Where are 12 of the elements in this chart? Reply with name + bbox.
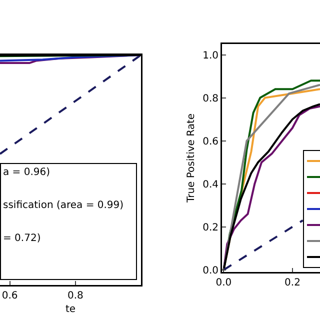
annotation: = 0.72): [3, 233, 41, 245]
y-tick-label: 0.2: [202, 222, 218, 234]
y-tick-label: 0.6: [202, 136, 218, 148]
annotation: ssification (area = 0.99): [3, 200, 124, 212]
annotation: a = 0.96): [3, 167, 50, 179]
y-tick-label: 1.0: [202, 50, 218, 62]
y-axis-title: True Positive Rate: [186, 113, 197, 204]
x-axis-title: te: [65, 304, 76, 315]
legend-box: a = 0.96) ssification (area = 0.99) = 0.72): [0, 163, 137, 280]
y-tick-label: 0.8: [202, 93, 218, 104]
y-tick-label: 0.4: [202, 179, 218, 190]
y-tick-label: 0.0: [202, 265, 218, 276]
